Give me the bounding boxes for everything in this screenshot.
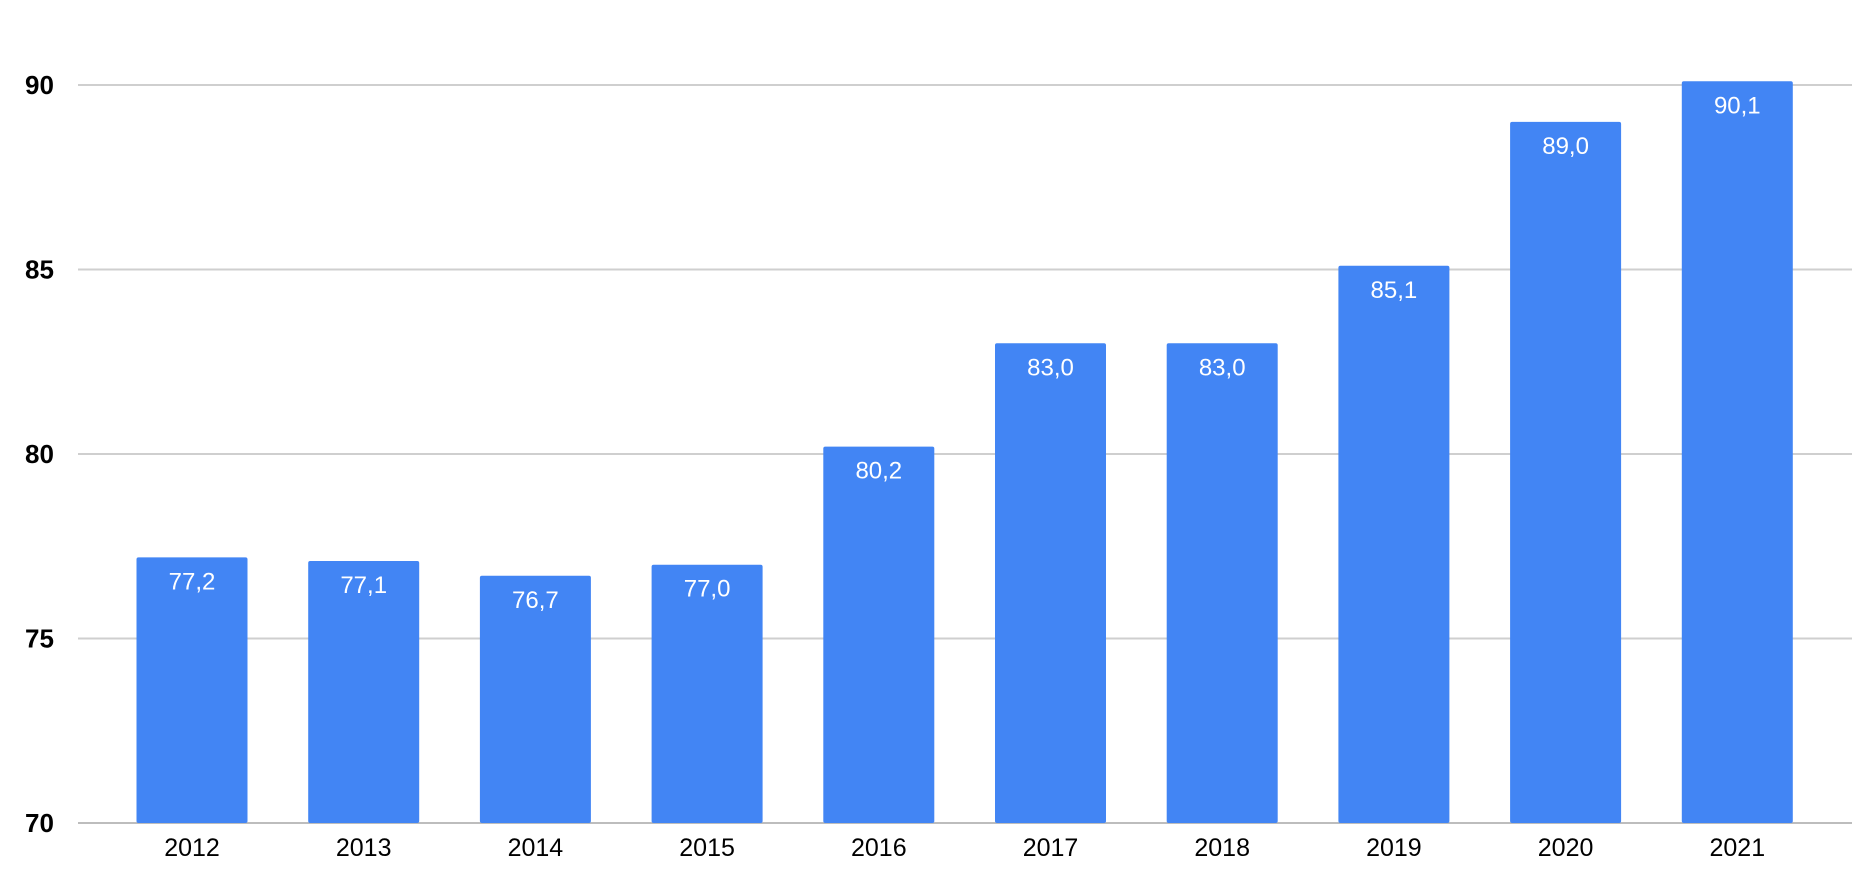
y-tick-label: 85 bbox=[25, 255, 54, 285]
x-tick-label: 2020 bbox=[1538, 834, 1594, 862]
x-tick-label: 2015 bbox=[679, 834, 735, 862]
data-label: 83,0 bbox=[1027, 354, 1074, 381]
data-labels: 77,2 77,1 76,7 77,0 80,2 83,0 83,0 85,1 89,0 90,1 bbox=[169, 92, 1761, 613]
bar-2012 bbox=[136, 557, 248, 823]
bar-2021 bbox=[1681, 81, 1793, 823]
y-tick-label: 90 bbox=[25, 70, 54, 100]
bar-2019 bbox=[1338, 265, 1450, 823]
x-tick-label: 2017 bbox=[1023, 834, 1079, 862]
bar-2016 bbox=[823, 446, 935, 823]
x-tick-label: 2016 bbox=[851, 834, 907, 862]
bar-2017 bbox=[995, 343, 1106, 823]
y-tick-label: 70 bbox=[25, 808, 54, 838]
data-label: 90,1 bbox=[1714, 92, 1761, 119]
bars bbox=[136, 81, 1793, 823]
x-tick-label: 2018 bbox=[1194, 834, 1250, 862]
data-label: 80,2 bbox=[855, 458, 902, 485]
bar-2013 bbox=[308, 561, 420, 823]
bar-2018 bbox=[1166, 343, 1278, 823]
data-label: 77,2 bbox=[169, 568, 216, 595]
x-tick-label: 2014 bbox=[508, 834, 564, 862]
x-tick-label: 2012 bbox=[164, 834, 220, 862]
y-axis-ticks: 70 75 80 85 90 bbox=[25, 70, 54, 838]
x-tick-label: 2019 bbox=[1366, 834, 1422, 862]
data-label: 89,0 bbox=[1542, 133, 1589, 160]
data-label: 85,1 bbox=[1371, 277, 1418, 304]
x-axis-ticks: 2012 2013 2014 2015 2016 2017 2018 2019 2020 2021 bbox=[164, 834, 1765, 862]
data-label: 76,7 bbox=[512, 587, 559, 614]
data-label: 77,1 bbox=[340, 572, 387, 599]
bar-2014 bbox=[479, 575, 591, 823]
data-label: 77,0 bbox=[684, 576, 731, 603]
bar-2015 bbox=[651, 564, 763, 823]
data-label: 83,0 bbox=[1199, 354, 1246, 381]
y-tick-label: 75 bbox=[25, 624, 54, 654]
x-tick-label: 2013 bbox=[336, 834, 392, 862]
bar-2020 bbox=[1510, 121, 1622, 823]
y-tick-label: 80 bbox=[25, 439, 54, 469]
x-tick-label: 2021 bbox=[1709, 834, 1765, 862]
